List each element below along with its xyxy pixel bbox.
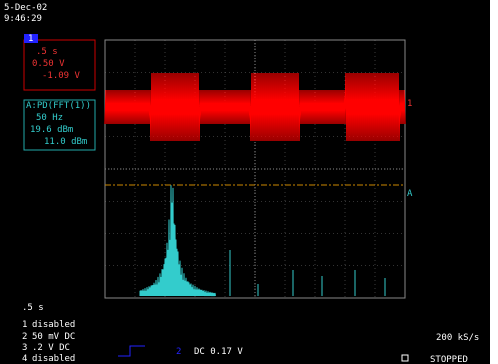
channel-3-number: 3 <box>22 343 27 353</box>
channel-box <box>23 39 96 91</box>
channel-trace <box>104 72 406 142</box>
graticule-frame <box>104 39 406 299</box>
trigger-icon <box>118 345 145 357</box>
math-box <box>23 99 96 151</box>
channel-2-number: 2 <box>22 332 27 342</box>
channel-scale: 0.50 V <box>32 59 65 69</box>
acquisition-status: STOPPED <box>430 355 468 364</box>
channel-badge <box>24 34 38 43</box>
channel-2-status: 50 mV DC <box>32 332 75 342</box>
math-level: 19.6 dBm <box>30 125 73 135</box>
footer-timebase: .5 s <box>22 303 44 313</box>
math-frequency: 50 Hz <box>36 113 63 123</box>
math-label: A:PD(FFT(1)) <box>26 101 91 111</box>
math-marker: A <box>407 189 413 199</box>
channel-3-status: .2 V DC <box>32 343 70 353</box>
math-reference: 11.0 dBm <box>44 137 87 147</box>
date: 5-Dec-02 <box>4 3 47 13</box>
time: 9:46:29 <box>4 14 42 24</box>
channel-offset: -1.09 V <box>42 71 81 81</box>
channel-1-number: 1 <box>22 320 27 330</box>
channel-timebase: .5 s <box>36 47 58 57</box>
channel-4-status: disabled <box>32 354 75 364</box>
status-icon <box>401 354 409 362</box>
channel-marker: 1 <box>407 99 412 109</box>
sample-rate: 200 kS/s <box>436 333 479 343</box>
channel-number: 1 <box>28 34 33 44</box>
fft-trace <box>139 185 216 297</box>
trigger-level: DC 0.17 V <box>194 347 243 357</box>
waveforms <box>104 72 406 297</box>
trigger-channel: 2 <box>176 347 181 357</box>
channel-1-status: disabled <box>32 320 75 330</box>
channel-4-number: 4 <box>22 354 27 364</box>
graticule <box>105 40 405 298</box>
